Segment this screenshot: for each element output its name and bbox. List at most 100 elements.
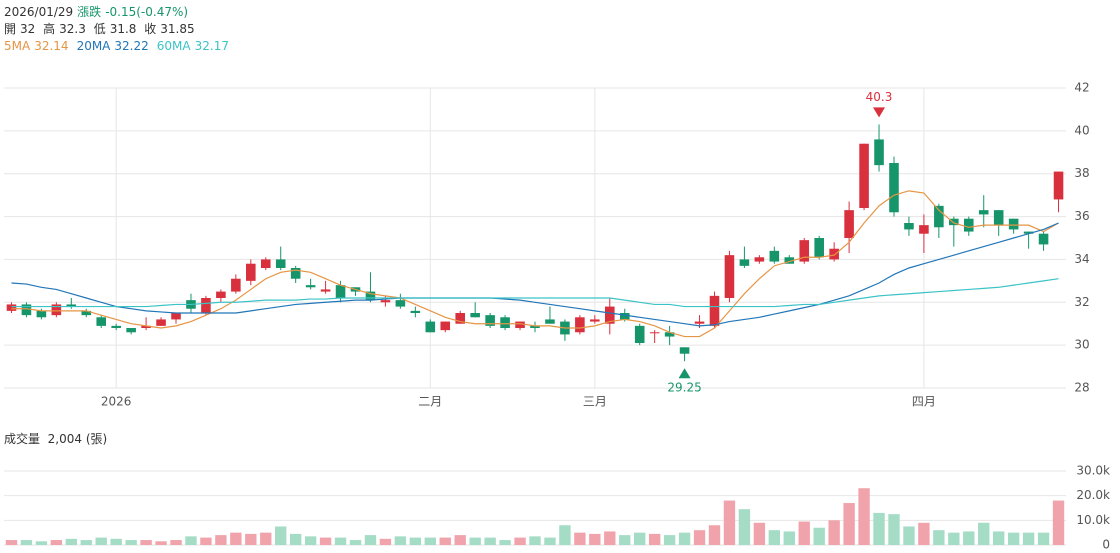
- candle-body: [156, 319, 166, 326]
- volume-bar: [993, 531, 1005, 545]
- candle-body: [81, 310, 92, 316]
- candle-body: [590, 319, 600, 322]
- candle-body: [829, 248, 839, 260]
- candle-body: [440, 321, 451, 331]
- header: 2026/01/29 漲跌 -0.15(-0.47%) 開 32 高 32.3 低 31.…: [4, 4, 237, 55]
- x-tick-label: 2026: [101, 395, 132, 409]
- legend-name: 60MA: [156, 39, 191, 53]
- candle-body: [889, 163, 899, 213]
- candle-body: [754, 257, 765, 262]
- volume-bar: [963, 531, 975, 545]
- candle-body: [530, 325, 540, 328]
- legend-name: 5MA: [4, 39, 31, 53]
- candle-body: [470, 313, 480, 318]
- volume-bar: [708, 525, 721, 545]
- volume-bar: [768, 530, 781, 545]
- candle-body: [485, 315, 495, 326]
- x-tick-label: 三月: [583, 395, 607, 409]
- volume-bar: [1007, 532, 1020, 545]
- volume-bar: [50, 540, 63, 545]
- candle-body: [455, 313, 465, 324]
- volume-bar: [275, 526, 287, 545]
- candle-body: [500, 317, 510, 328]
- y-tick-label: 30: [1074, 338, 1089, 352]
- candle-body: [709, 295, 720, 326]
- ma-line: [11, 190, 1059, 338]
- open: 32: [20, 22, 36, 36]
- candle-body: [739, 259, 750, 266]
- volume-bar: [1037, 532, 1050, 545]
- volume-bar: [334, 537, 347, 545]
- low-annotation: 29.25: [667, 381, 701, 395]
- candle-body: [874, 139, 884, 166]
- candle-body: [246, 263, 256, 281]
- candle-body: [934, 205, 944, 228]
- candle-body: [275, 259, 286, 268]
- candle-body: [1038, 233, 1049, 245]
- y-tick-label: 34: [1074, 252, 1089, 266]
- volume-bar: [319, 537, 332, 545]
- close-label: 收: [144, 22, 157, 36]
- volume-bar: [634, 532, 646, 545]
- candle-body: [320, 289, 331, 292]
- volume-bar: [80, 540, 92, 545]
- candle-body: [619, 313, 630, 320]
- volume-bar: [409, 537, 422, 545]
- volume-bar: [140, 540, 152, 545]
- volume-bar: [514, 537, 526, 545]
- volume-bar: [903, 526, 915, 545]
- volume-current: 2,004 (張): [47, 432, 108, 446]
- volume-bar: [364, 535, 377, 545]
- candle-body: [260, 259, 271, 268]
- volume-bar: [738, 509, 751, 545]
- volume-bar: [20, 540, 33, 545]
- volume-title: 成交量: [4, 432, 41, 446]
- high: 32.3: [59, 22, 86, 36]
- candle-body: [96, 317, 107, 326]
- candle-body: [1023, 231, 1034, 234]
- volume-bar: [424, 537, 436, 545]
- candle-body: [380, 300, 391, 303]
- candle-body: [605, 306, 615, 324]
- volume-bar: [753, 522, 766, 545]
- ma-line: [11, 222, 1059, 327]
- volume-bar: [245, 533, 257, 545]
- volume-bar: [484, 537, 496, 545]
- low: 31.8: [109, 22, 137, 36]
- volume-bar: [783, 531, 795, 545]
- candle-body: [919, 225, 929, 234]
- volume-bar: [888, 514, 900, 545]
- candle-body: [769, 250, 780, 262]
- candle-body: [649, 332, 660, 334]
- candle-body: [216, 291, 226, 298]
- date: 2026/01/29: [4, 5, 74, 19]
- change: -0.15(-0.47%): [105, 5, 189, 19]
- low-marker: [678, 368, 691, 379]
- x-tick-label: 四月: [912, 395, 936, 409]
- legend: 5MA 32.14 20MA 32.22 60MA 32.17: [4, 38, 237, 55]
- high-label: 高: [43, 22, 56, 36]
- candle-body: [963, 218, 974, 232]
- volume-bar: [843, 503, 855, 545]
- volume-bar: [813, 527, 825, 545]
- volume-bar: [65, 538, 77, 545]
- volume-bar: [933, 530, 945, 545]
- volume-bar: [693, 530, 706, 545]
- candle-body: [799, 240, 810, 262]
- candle-body: [844, 210, 854, 238]
- y-tick-label: 10.0k: [1076, 513, 1110, 527]
- volume-bar: [155, 541, 167, 545]
- volume-bar: [663, 535, 676, 545]
- y-tick-label: 28: [1074, 381, 1089, 395]
- volume-bar: [230, 532, 242, 545]
- candle-body: [335, 285, 346, 298]
- volume-bar: [858, 488, 870, 545]
- candle-body: [6, 304, 17, 311]
- candle-body: [724, 255, 735, 298]
- volume-bar: [469, 537, 481, 545]
- volume-bar: [200, 537, 212, 545]
- volume-bar: [918, 522, 930, 545]
- candle-body: [365, 291, 376, 301]
- volume-bar: [1052, 500, 1065, 545]
